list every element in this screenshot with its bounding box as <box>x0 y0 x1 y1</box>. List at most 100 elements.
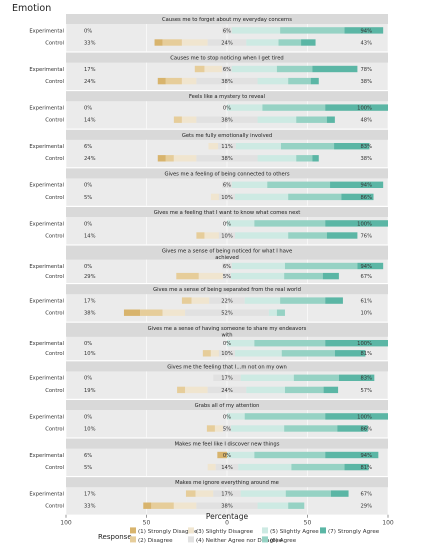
bar-segment <box>165 77 182 85</box>
bar-segment <box>254 220 326 227</box>
legend-label: (2) Disagree <box>138 538 173 544</box>
agree-percent: 83% <box>360 144 372 150</box>
bar-segment <box>207 463 216 471</box>
disagree-percent: 0% <box>84 106 92 112</box>
disagree-percent: 17% <box>84 67 96 73</box>
bar-segment <box>176 272 199 280</box>
panel-title: Gives me a sense of having someone to sh… <box>148 326 307 332</box>
group-label: Control <box>45 388 64 394</box>
bar-segment <box>157 155 166 162</box>
panel-title: Makes me ignore everything around me <box>175 480 279 486</box>
bar-segment <box>227 451 255 459</box>
bar-segment <box>312 65 358 73</box>
bar-segment <box>344 27 384 34</box>
legend-swatch <box>188 536 194 543</box>
bar-segment <box>162 39 182 46</box>
panel-strip <box>66 361 388 372</box>
neutral-percent: 0% <box>223 414 231 420</box>
legend-title: Response <box>98 533 132 541</box>
panel-title: Gives me a feeling that I want to know w… <box>154 210 301 216</box>
bar-segment <box>296 116 327 123</box>
neutral-percent: 38% <box>221 79 233 85</box>
bar-segment <box>222 181 232 188</box>
bar-segment <box>244 297 281 304</box>
disagree-percent: 29% <box>84 274 96 280</box>
disagree-percent: 0% <box>84 264 92 270</box>
panel-title: Makes me feel like I discover new things <box>175 442 280 448</box>
group-label: Control <box>45 40 64 46</box>
bar-segment <box>162 309 186 316</box>
agree-percent: 61% <box>360 299 372 305</box>
agree-percent: 94% <box>360 453 372 459</box>
panel: Grabs all of my attention Experimental 0% 0… <box>29 400 389 438</box>
neutral-percent: 0% <box>223 106 231 112</box>
panel-strip <box>66 91 388 102</box>
bar-segment <box>284 272 323 280</box>
x-axis-label: Percentage <box>206 512 249 521</box>
bar-segment <box>173 155 197 162</box>
bar-segment <box>325 340 388 347</box>
bar-segment <box>194 65 205 73</box>
bar-segment <box>181 39 208 46</box>
panel: Gives me a sense of having someone to sh… <box>29 322 389 361</box>
legend-swatch <box>130 527 136 534</box>
panel: Makes me feel like I discover new things… <box>29 438 389 476</box>
bar-segment <box>330 181 384 188</box>
legend-label: (1) Strongly Disagree <box>138 529 198 535</box>
x-tick-label: 0 <box>225 519 229 526</box>
panel: Causes me to stop noticing when I get ti… <box>29 52 389 90</box>
disagree-percent: 24% <box>84 156 96 162</box>
agree-percent: 48% <box>360 118 372 124</box>
bar-segment <box>196 77 258 85</box>
bar-segment <box>257 116 297 123</box>
bar-segment <box>357 262 384 270</box>
legend-swatch <box>320 527 326 534</box>
neutral-percent: 24% <box>221 388 233 394</box>
neutral-percent: 52% <box>221 311 233 317</box>
bar-segment <box>325 413 388 420</box>
neutral-percent: 5% <box>223 426 231 432</box>
agree-percent: 67% <box>360 274 372 280</box>
bar-segment <box>218 350 236 357</box>
neutral-percent: 6% <box>223 28 231 34</box>
bar-segment <box>235 193 289 201</box>
agree-percent: 100% <box>357 106 372 112</box>
legend-label: (4) Neither Agree nor Disagree <box>196 538 283 544</box>
disagree-percent: 33% <box>84 504 96 510</box>
disagree-percent: 17% <box>84 299 96 305</box>
bar-segment <box>210 350 219 357</box>
bar-segment <box>288 502 305 509</box>
agree-percent: 78% <box>360 67 372 73</box>
panel-strip <box>66 129 388 140</box>
agree-percent: 76% <box>360 233 372 239</box>
disagree-percent: 10% <box>84 426 96 432</box>
bar-segment <box>157 77 166 85</box>
bar-segment <box>231 272 285 280</box>
x-tick-label: 50 <box>304 519 312 526</box>
bar-segment <box>213 490 241 497</box>
bar-segment <box>202 350 211 357</box>
bar-segment <box>213 374 241 381</box>
panel-strip <box>66 168 388 179</box>
bar-segment <box>330 490 349 497</box>
panel-title: Gives me a feeling of being connected to… <box>164 171 289 177</box>
panel-title: Causes me to forget about my everyday co… <box>162 17 292 23</box>
agree-percent: 81% <box>360 351 372 357</box>
disagree-percent: 0% <box>84 221 92 227</box>
bar-segment <box>262 104 326 111</box>
group-label: Experimental <box>29 264 64 270</box>
bar-segment <box>196 502 258 509</box>
bar-segment <box>231 181 268 188</box>
group-label: Experimental <box>29 299 64 305</box>
panel-title: with <box>221 332 232 338</box>
panel-strip <box>66 14 388 24</box>
panel-strip <box>66 477 388 488</box>
disagree-percent: 6% <box>84 453 92 459</box>
bar-segment <box>284 386 324 394</box>
bar-segment <box>288 232 327 239</box>
agree-percent: 57% <box>360 388 372 394</box>
bar-segment <box>181 77 197 85</box>
group-label: Experimental <box>29 106 64 112</box>
bar-segment <box>206 425 215 432</box>
bar-segment <box>177 386 186 394</box>
